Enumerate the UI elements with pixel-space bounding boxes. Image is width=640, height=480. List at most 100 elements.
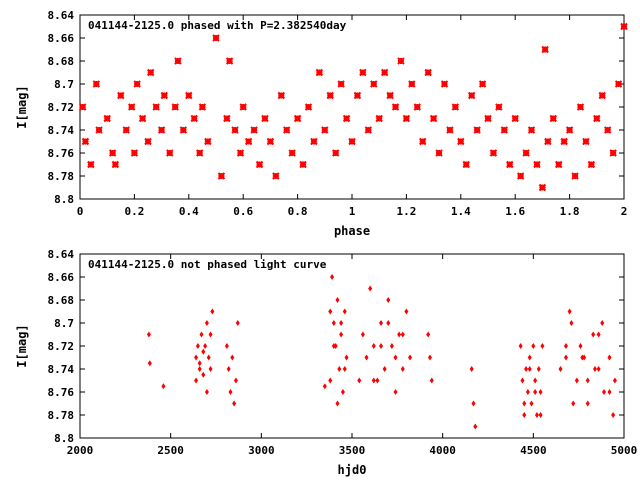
data-point <box>591 331 596 338</box>
data-point <box>339 331 344 338</box>
y-tick-label: 8.64 <box>48 248 75 261</box>
data-point <box>190 114 198 123</box>
data-point <box>371 343 376 349</box>
data-point <box>236 149 245 157</box>
x-tick-label: 3500 <box>339 444 366 457</box>
data-point <box>529 400 534 407</box>
data-point <box>299 160 307 169</box>
x-tick-label: 0.4 <box>179 205 199 218</box>
data-point <box>522 412 527 418</box>
data-point <box>250 126 258 134</box>
x-tick-label: 1.4 <box>451 205 471 218</box>
data-point <box>587 160 596 169</box>
data-points <box>146 274 617 430</box>
data-point <box>81 137 90 146</box>
x-tick-label: 0.6 <box>233 205 253 218</box>
data-point <box>612 377 617 384</box>
data-point <box>371 377 376 384</box>
data-point <box>166 149 174 157</box>
data-point <box>226 366 231 372</box>
data-point <box>379 320 384 326</box>
data-point <box>400 331 405 338</box>
chart-title: 041144-2125.0 phased with P=2.382540day <box>88 19 347 32</box>
data-point <box>201 348 206 355</box>
x-axis-label: hjd0 <box>338 463 367 477</box>
data-point <box>337 366 342 372</box>
data-point <box>380 68 389 77</box>
y-tick-label: 8.68 <box>48 55 75 68</box>
data-point <box>364 354 369 361</box>
data-point <box>541 45 549 54</box>
data-point <box>359 68 367 77</box>
data-point <box>435 149 443 157</box>
data-point <box>103 114 111 123</box>
data-point <box>199 331 204 338</box>
data-point <box>520 377 525 384</box>
data-point <box>574 377 579 384</box>
data-point <box>330 274 335 280</box>
data-point <box>204 137 212 146</box>
data-point <box>389 343 394 349</box>
data-point <box>585 377 590 384</box>
x-tick-label: 5000 <box>611 444 638 457</box>
data-point <box>342 308 347 315</box>
data-point <box>239 103 247 111</box>
data-point <box>339 320 344 326</box>
data-point <box>122 126 130 134</box>
data-point <box>533 389 538 395</box>
data-point <box>304 103 313 111</box>
data-point <box>527 366 532 372</box>
data-point <box>328 377 333 384</box>
data-point <box>511 114 519 123</box>
data-point <box>569 320 574 326</box>
data-point <box>171 103 179 111</box>
data-point <box>342 114 351 123</box>
x-tick-label: 3000 <box>248 444 275 457</box>
data-point <box>198 103 207 111</box>
data-point <box>429 114 438 123</box>
data-point <box>426 331 431 338</box>
y-tick-label: 8.8 <box>54 432 74 445</box>
data-point <box>353 91 362 100</box>
data-point <box>331 149 340 157</box>
data-point <box>130 149 139 157</box>
data-point <box>321 126 329 134</box>
y-tick-label: 8.78 <box>48 170 75 183</box>
data-point <box>620 22 628 31</box>
x-tick-label: 0 <box>77 205 84 218</box>
data-point <box>293 114 302 123</box>
data-point <box>386 320 391 326</box>
data-point <box>478 80 487 88</box>
data-point <box>585 400 590 407</box>
data-point <box>161 383 166 390</box>
data-point <box>408 80 416 88</box>
data-point <box>386 91 394 100</box>
data-point <box>315 68 324 77</box>
data-point <box>344 354 349 361</box>
data-point <box>607 354 612 361</box>
data-point <box>368 285 373 292</box>
y-tick-label: 8.72 <box>48 101 75 114</box>
data-point <box>533 160 541 169</box>
data-point <box>233 377 238 384</box>
data-point <box>427 354 432 361</box>
data-point <box>208 331 213 338</box>
data-point <box>404 308 409 315</box>
data-point <box>152 103 160 111</box>
x-tick-label: 2500 <box>157 444 184 457</box>
data-point <box>538 412 543 418</box>
y-tick-label: 8.7 <box>54 317 74 330</box>
x-tick-label: 1.2 <box>396 205 416 218</box>
data-point <box>495 103 503 111</box>
data-point <box>147 360 152 367</box>
data-point <box>549 114 557 123</box>
y-tick-label: 8.76 <box>48 386 75 399</box>
data-point <box>609 149 617 157</box>
data-point <box>408 354 413 361</box>
data-point <box>322 383 327 390</box>
data-point <box>375 114 383 123</box>
x-tick-label: 2 <box>621 205 628 218</box>
data-point <box>469 366 474 372</box>
x-tick-label: 0.8 <box>288 205 308 218</box>
